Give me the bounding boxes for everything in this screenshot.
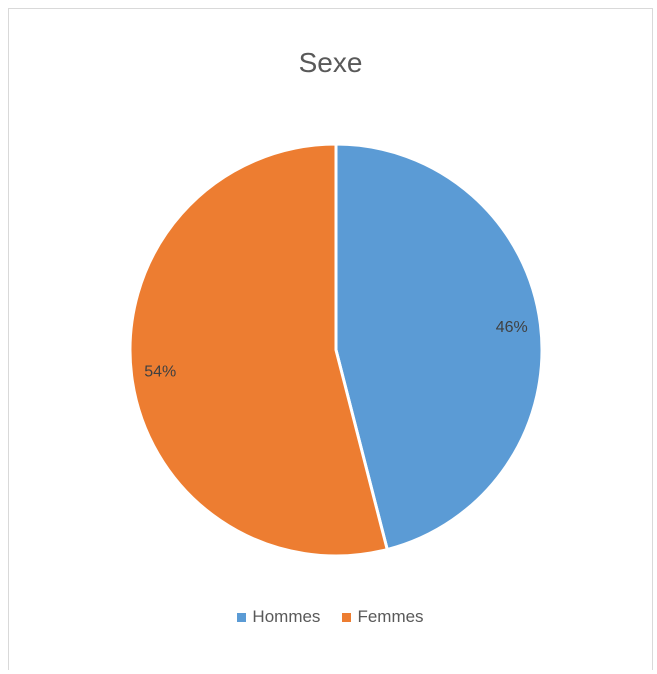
legend-item-femmes: Femmes (342, 607, 424, 627)
chart-frame: Sexe 46% 54% Hommes Femmes (8, 8, 653, 670)
legend-swatch-hommes (237, 612, 247, 622)
pie-chart: 46% 54% (128, 142, 544, 558)
legend-swatch-femmes (342, 612, 352, 622)
pie-slice-hommes (334, 142, 544, 552)
legend-item-hommes: Hommes (237, 607, 320, 627)
pie-slice-femmes (128, 142, 390, 558)
legend: Hommes Femmes (9, 607, 652, 627)
data-label-femmes: 54% (144, 363, 176, 380)
data-label-hommes: 46% (496, 319, 528, 336)
legend-label-femmes: Femmes (357, 607, 424, 626)
chart-title: Sexe (298, 47, 363, 78)
legend-label-hommes: Hommes (252, 607, 321, 626)
